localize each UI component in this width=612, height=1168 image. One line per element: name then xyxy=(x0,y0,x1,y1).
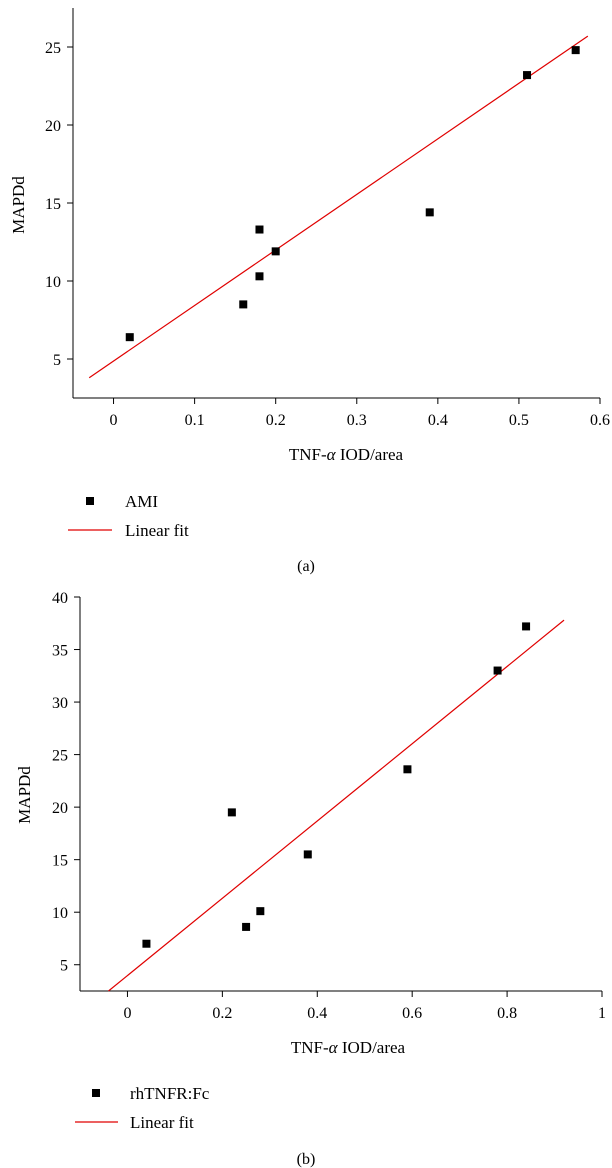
data-point xyxy=(255,272,264,281)
data-point xyxy=(493,666,502,675)
legend-label-linear-fit: Linear fit xyxy=(125,521,189,540)
panel-label-b: (b) xyxy=(297,1151,316,1168)
fit-line-group xyxy=(88,35,589,379)
data-point xyxy=(523,71,532,80)
y-tick-label: 25 xyxy=(45,40,61,57)
data-point xyxy=(227,808,236,817)
x-tick-label: 0 xyxy=(110,412,118,429)
x-tick-label: 0.2 xyxy=(266,412,286,429)
y-tick-label: 5 xyxy=(60,958,68,975)
y-tick-label: 15 xyxy=(45,196,61,213)
panel-label-a: (a) xyxy=(297,558,315,575)
x-tick-label: 1 xyxy=(598,1005,606,1022)
chart-panel-a: 0 0.1 0.2 0.3 0.4 0.5 0.6 5 10 15 20 25 TNF-α IOD/… xyxy=(9,8,610,575)
data-points xyxy=(142,622,531,948)
y-tick-label: 25 xyxy=(52,748,68,765)
linear-fit-line xyxy=(108,619,565,992)
y-ticks: 5 10 15 20 25 xyxy=(45,40,73,369)
data-point xyxy=(255,225,264,234)
x-axis-label: TNF-α IOD/area xyxy=(291,1038,406,1057)
data-points xyxy=(125,46,580,342)
y-tick-label: 15 xyxy=(52,853,68,870)
x-ticks: 0 0.2 0.4 0.6 0.8 1 xyxy=(123,991,606,1022)
x-tick-label: 0.2 xyxy=(212,1005,232,1022)
x-axis-label: TNF-α IOD/area xyxy=(289,445,404,464)
legend: AMI Linear fit xyxy=(68,492,189,540)
data-point xyxy=(571,46,580,55)
legend-marker-ami xyxy=(86,497,94,505)
x-tick-label: 0.3 xyxy=(347,412,367,429)
y-tick-label: 40 xyxy=(52,590,68,607)
legend-marker-rhtnfr-fc xyxy=(92,1089,100,1097)
x-tick-label: 0.4 xyxy=(307,1005,327,1022)
y-tick-label: 10 xyxy=(52,905,68,922)
data-point xyxy=(142,939,151,948)
data-point xyxy=(522,622,531,631)
chart-panel-b: 0 0.2 0.4 0.6 0.8 1 5 10 15 20 25 30 35 40 TNF-α IOD… xyxy=(15,590,606,1168)
legend-label-rhtnfr-fc: rhTNFR:Fc xyxy=(130,1084,210,1103)
y-tick-label: 10 xyxy=(45,274,61,291)
data-point xyxy=(271,247,280,256)
x-tick-label: 0 xyxy=(123,1005,131,1022)
y-tick-label: 20 xyxy=(45,118,61,135)
x-tick-label: 0.6 xyxy=(590,412,610,429)
legend-label-ami: AMI xyxy=(125,492,158,511)
y-ticks: 5 10 15 20 25 30 35 40 xyxy=(52,590,80,975)
x-tick-label: 0.6 xyxy=(402,1005,422,1022)
data-point xyxy=(125,333,134,342)
x-tick-label: 0.5 xyxy=(509,412,529,429)
data-point xyxy=(256,907,265,916)
y-tick-label: 5 xyxy=(53,352,61,369)
y-tick-label: 35 xyxy=(52,643,68,660)
x-tick-label: 0.1 xyxy=(185,412,205,429)
data-point xyxy=(239,300,248,309)
x-tick-label: 0.4 xyxy=(428,412,448,429)
data-point xyxy=(403,765,412,774)
linear-fit-line xyxy=(88,35,589,379)
y-axis-label: MAPDd xyxy=(15,766,34,824)
y-axis-label: MAPDd xyxy=(9,176,28,234)
data-point xyxy=(425,208,434,217)
x-tick-label: 0.8 xyxy=(497,1005,517,1022)
y-tick-label: 30 xyxy=(52,695,68,712)
legend-label-linear-fit: Linear fit xyxy=(130,1113,194,1132)
legend: rhTNFR:Fc Linear fit xyxy=(75,1084,210,1132)
x-ticks: 0 0.1 0.2 0.3 0.4 0.5 0.6 xyxy=(110,398,610,429)
data-point xyxy=(242,922,251,931)
fit-line-group xyxy=(108,619,565,992)
data-point xyxy=(303,850,312,859)
y-tick-label: 20 xyxy=(52,800,68,817)
